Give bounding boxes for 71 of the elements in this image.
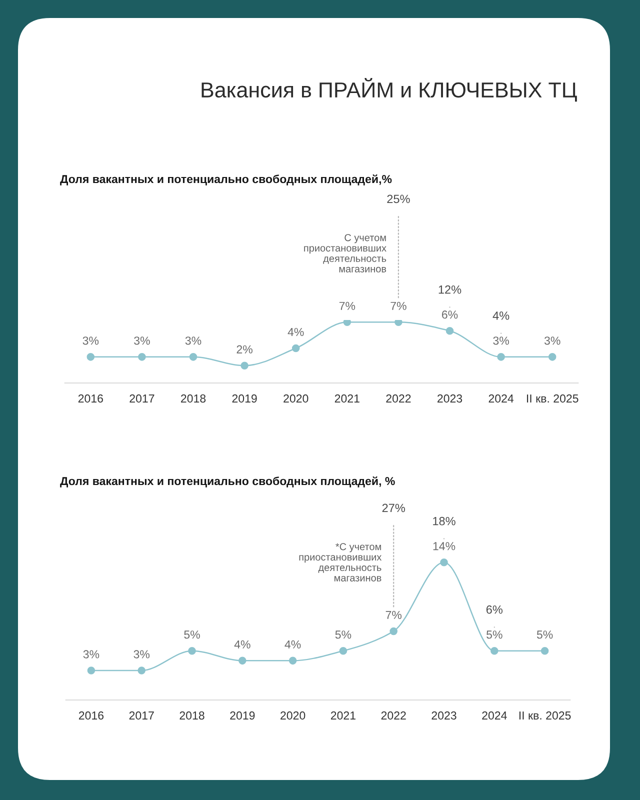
x-tick-label: 2016 (78, 394, 103, 403)
point (238, 656, 246, 665)
data-label: 3% (493, 336, 509, 345)
x-tick-label: 2017 (129, 711, 154, 720)
annotation: *С учетом приостановивших деятельность магазинов (299, 543, 382, 582)
point (339, 646, 348, 655)
data-label: 2% (236, 345, 252, 354)
x-tick-label: 2023 (438, 394, 462, 403)
x-tick-label: II кв. 2025 (527, 394, 578, 403)
data-label: 7% (339, 302, 356, 310)
x-tick-label: 2020 (284, 394, 308, 403)
point (548, 353, 556, 361)
data-label: 3% (134, 650, 150, 658)
point (189, 353, 198, 361)
point (288, 656, 297, 665)
data-label: 3% (134, 336, 150, 345)
data-label: 3% (185, 336, 202, 345)
data-label: 3% (82, 336, 99, 345)
x-tick-label: 2019 (230, 711, 255, 720)
x-tick-label: 2017 (130, 394, 154, 403)
point (446, 326, 454, 335)
x-tick-label: II кв. 2025 (519, 711, 571, 720)
data-label: 5% (335, 630, 352, 639)
point (390, 627, 398, 636)
x-tick-label: 2018 (180, 711, 204, 720)
x-tick-label: 2022 (381, 711, 406, 720)
text: С учетом приостановивших деятельность магазинов (304, 234, 386, 272)
data-label: 7% (390, 302, 406, 310)
data-label: 7% (386, 610, 402, 619)
annotation: 27% (382, 504, 405, 512)
annotation: 12% (438, 285, 462, 294)
point (240, 362, 248, 370)
chart-subtitle: Доля вакантных и потенциально свободных площадей,% (60, 174, 392, 186)
point (292, 344, 300, 352)
x-tick-label: 2021 (330, 711, 356, 720)
data-label: 4% (288, 328, 304, 336)
x-tick-label: 2016 (78, 711, 104, 720)
x-tick-label: 2019 (232, 394, 257, 403)
x-tick-label: 2020 (280, 711, 306, 720)
data-label: 5% (486, 630, 502, 639)
x-tick-label: 2018 (181, 394, 206, 403)
point (138, 666, 146, 674)
point (394, 320, 402, 326)
x-tick-label: 2021 (334, 394, 360, 403)
x-tick-label: 2024 (488, 394, 514, 403)
data-label: 3% (83, 650, 100, 658)
point (87, 666, 96, 674)
data-label: 3% (544, 336, 560, 345)
point (440, 558, 448, 566)
point (343, 320, 352, 326)
chart-title: Вакансия в ПРАЙМ и КЛЮЧЕВЫХ ТЦ (202, 78, 577, 102)
point (188, 646, 196, 655)
data-label: 6% (442, 310, 458, 319)
data-label: 4% (284, 640, 301, 648)
data-label: 14% (433, 542, 456, 550)
chart-title: Доля вакантных и потенциально свободных площадей, % (60, 476, 395, 488)
annotation: 4% (492, 312, 510, 320)
x-tick-label: 2023 (432, 711, 456, 720)
data-label: 5% (536, 630, 553, 639)
annotation: 18% (433, 516, 456, 526)
data-label: 4% (234, 640, 250, 648)
annotation: 6% (486, 605, 503, 614)
point (138, 353, 146, 361)
x-tick-label: 2024 (482, 711, 507, 720)
point (497, 353, 505, 361)
x-tick-label: 2022 (386, 394, 411, 403)
point (86, 353, 95, 361)
point (540, 646, 549, 655)
point (490, 646, 498, 655)
annotation: 25% (387, 194, 410, 204)
data-label: 5% (184, 630, 200, 639)
